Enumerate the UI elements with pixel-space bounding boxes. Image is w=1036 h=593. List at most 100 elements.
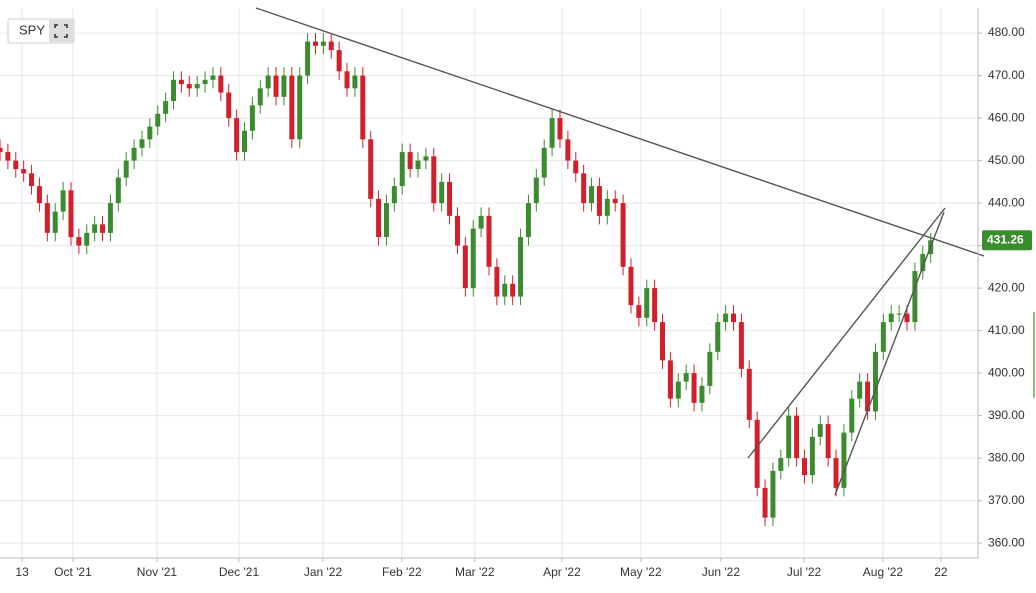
y-tick-label: 370.00: [988, 493, 1025, 507]
candle-body: [525, 203, 531, 238]
y-tick-label: 390.00: [988, 408, 1025, 422]
candle-body: [68, 190, 74, 238]
y-tick-label: 450.00: [988, 153, 1025, 167]
candle-body: [139, 139, 145, 148]
candle-body: [817, 424, 823, 437]
candle-body: [242, 130, 247, 153]
candle-body: [163, 101, 169, 114]
candle-body: [399, 152, 405, 187]
candles: [0, 33, 934, 527]
candle-body: [699, 385, 705, 403]
y-tick-label: 420.00: [988, 280, 1025, 294]
candle-body: [778, 458, 784, 471]
x-tick-label: Jul '22: [787, 565, 822, 579]
candle-body: [273, 75, 279, 97]
y-tick-label: 410.00: [988, 323, 1025, 337]
candle-body: [462, 245, 468, 289]
candle-body: [100, 224, 106, 233]
trendline: [834, 211, 945, 496]
candle-body: [904, 313, 910, 323]
candle-body: [186, 84, 192, 89]
x-tick-label: Aug '22: [863, 565, 904, 579]
candle-body: [107, 203, 113, 233]
expand-button[interactable]: [49, 20, 73, 42]
candle-body: [541, 147, 547, 178]
candle-body: [596, 186, 602, 216]
candle-body: [29, 173, 35, 187]
candle-body: [131, 147, 137, 161]
candle-body: [407, 152, 413, 170]
y-tick-label: 470.00: [988, 68, 1025, 82]
candle-body: [667, 360, 673, 399]
candle-body: [155, 113, 161, 127]
x-tick-label: 22: [934, 565, 948, 579]
candle-body: [423, 156, 429, 161]
candle-body: [652, 288, 658, 323]
candle-body: [431, 156, 437, 204]
symbol-chip[interactable]: SPY: [7, 18, 75, 44]
candle-body: [857, 381, 863, 399]
candle-body: [320, 41, 326, 46]
candle-body: [502, 283, 508, 297]
x-tick-label: Feb '22: [382, 565, 422, 579]
candle-body: [44, 203, 50, 233]
candle-body: [344, 71, 350, 89]
candle-body: [825, 424, 831, 459]
candle-body: [178, 79, 184, 85]
candle-body: [21, 169, 27, 174]
candle-body: [13, 160, 19, 170]
x-tick-label: 13: [15, 565, 29, 579]
candle-body: [415, 160, 421, 170]
candle-body: [305, 41, 311, 76]
candle-body: [770, 470, 776, 518]
candle-body: [52, 211, 58, 233]
expand-icon: [54, 24, 68, 38]
grid: [0, 8, 978, 558]
candle-body: [76, 237, 82, 246]
candle-body: [636, 305, 642, 318]
candle-body: [281, 75, 287, 97]
candle-body: [360, 75, 366, 140]
trendlines: [255, 7, 985, 496]
x-tick-label: Oct '21: [54, 565, 92, 579]
candle-body: [0, 147, 3, 153]
candle-body: [171, 79, 177, 102]
candle-body: [265, 75, 271, 89]
candle-body: [762, 487, 768, 518]
candle-body: [888, 313, 894, 323]
candle-body: [92, 224, 98, 233]
candle-body: [628, 266, 634, 306]
candle-body: [439, 181, 445, 204]
candle-body: [510, 283, 516, 297]
candle-body: [486, 215, 492, 267]
y-tick-label: 360.00: [988, 535, 1025, 549]
candle-body: [533, 177, 539, 204]
candle-body: [920, 254, 926, 272]
y-tick-label: 480.00: [988, 25, 1025, 39]
candle-body: [202, 79, 208, 85]
candle-body: [194, 84, 200, 89]
x-tick-label: Apr '22: [543, 565, 581, 579]
candle-body: [849, 398, 855, 433]
y-tick-label: 440.00: [988, 195, 1025, 209]
candle-body: [249, 105, 255, 131]
candle-body: [612, 198, 618, 204]
candle-body: [565, 139, 571, 161]
y-tick-label: 380.00: [988, 450, 1025, 464]
candle-body: [794, 415, 800, 459]
candle-body: [660, 322, 666, 361]
candle-body: [328, 41, 334, 51]
candle-body: [801, 458, 807, 476]
candle-body: [691, 373, 697, 403]
candle-body: [896, 313, 902, 315]
trendline: [255, 7, 985, 257]
x-tick-label: Jan '22: [304, 565, 343, 579]
x-tick-label: Mar '22: [455, 565, 495, 579]
candle-body: [644, 288, 650, 318]
candle-body: [880, 322, 886, 352]
candle-body: [589, 186, 595, 204]
candle-body: [620, 203, 626, 267]
candle-body: [312, 41, 318, 46]
candle-body: [297, 75, 303, 140]
